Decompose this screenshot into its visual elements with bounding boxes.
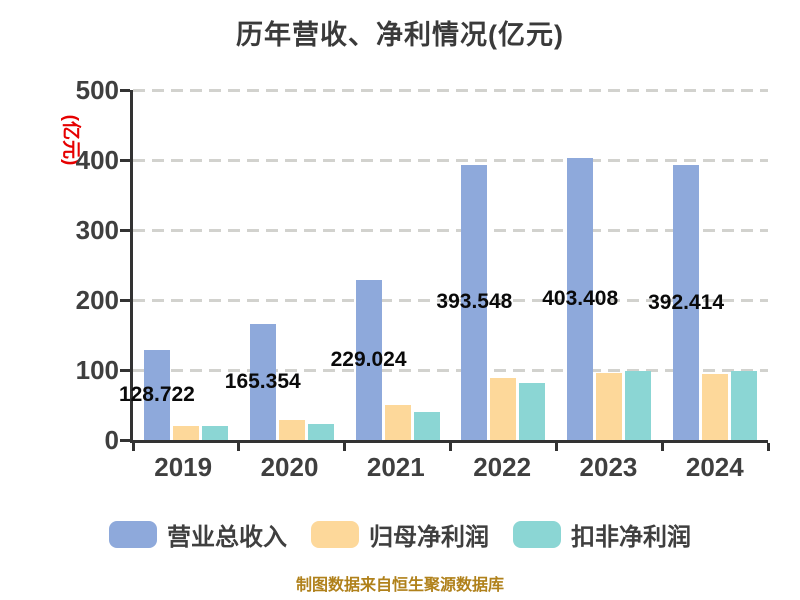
- bar-group-2019: 128.722: [119, 90, 239, 440]
- bar-series3-2023: [625, 371, 652, 440]
- bar-series1-2022: 393.548: [436, 164, 512, 440]
- gridline: [133, 228, 768, 232]
- bar-groups: 128.722 165.354 229.024 393.548 403.408 392.4…: [119, 90, 768, 440]
- legend: 营业总收入 归母净利润 扣非净利润: [0, 517, 800, 552]
- plot-area: 128.722 165.354 229.024 393.548 403.408 392.4…: [119, 88, 770, 451]
- y-tick-label: 300: [75, 215, 119, 245]
- x-tick-mark: [131, 443, 135, 451]
- legend-swatch: [311, 521, 359, 548]
- bar-series2-2020: [278, 420, 305, 440]
- x-tick-mark: [766, 443, 770, 451]
- bar-series3-2022: [519, 382, 546, 440]
- bar-series3-2020: [307, 423, 334, 440]
- bar-value-label: 393.548: [436, 290, 513, 314]
- y-tick-label: 400: [75, 145, 119, 175]
- bar-value-label: 128.722: [118, 382, 195, 406]
- x-tick-mark: [237, 443, 241, 451]
- bar-value-label: 392.414: [648, 290, 725, 314]
- chart-title: 历年营收、净利情况(亿元): [236, 20, 564, 50]
- x-axis-label-2020: 2020: [260, 452, 319, 482]
- y-tick-label: 200: [75, 285, 119, 315]
- bar-group-2022: 393.548: [436, 90, 556, 440]
- bar-value-label: 165.354: [224, 370, 301, 394]
- y-axis-labels: 0 100 200 300 400 500: [0, 76, 119, 454]
- x-axis-labels: 2019 2020 2021 2022 2023 2024: [130, 452, 768, 483]
- y-tick-mark: [120, 298, 130, 302]
- x-axis-label-2023: 2023: [579, 452, 638, 482]
- legend-item-3: 扣非净利润: [513, 517, 691, 552]
- legend-swatch: [513, 521, 561, 548]
- x-axis-label-2024: 2024: [685, 452, 744, 482]
- bar-series1-2023: 403.408: [542, 157, 618, 440]
- x-tick-mark: [660, 443, 664, 451]
- legend-label: 扣非净利润: [571, 524, 691, 551]
- bar-series2-2024: [702, 373, 729, 440]
- bar-series1-2019: 128.722: [119, 349, 195, 440]
- legend-item-1: 营业总收入: [109, 517, 287, 552]
- y-tick-mark: [120, 438, 130, 442]
- x-axis-label-2022: 2022: [473, 452, 532, 482]
- bar-series1-2021: 229.024: [331, 279, 407, 440]
- gridline: [133, 368, 768, 372]
- bar-series2-2021: [384, 405, 411, 440]
- y-tick-label: 500: [75, 75, 119, 105]
- bar-series3-2024: [731, 371, 758, 440]
- y-tick-label: 100: [75, 355, 119, 385]
- gridline: [133, 158, 768, 162]
- bar-series3-2019: [201, 426, 228, 440]
- bar-series2-2022: [490, 378, 517, 440]
- bar-value-label: 403.408: [542, 286, 619, 310]
- y-tick-mark: [120, 158, 130, 162]
- bar-series3-2021: [413, 412, 440, 440]
- bar-series2-2023: [596, 372, 623, 440]
- bar-group-2024: 392.414: [648, 90, 768, 440]
- y-tick-mark: [120, 368, 130, 372]
- bar-series1-2020: 165.354: [225, 324, 301, 440]
- y-tick-mark: [120, 228, 130, 232]
- x-tick-mark: [343, 443, 347, 451]
- bar-series2-2019: [172, 426, 199, 440]
- bar-series1-2024: 392.414: [648, 165, 724, 440]
- legend-label: 归母净利润: [369, 524, 489, 551]
- x-tick-mark: [449, 443, 452, 451]
- x-axis-label-2019: 2019: [154, 452, 213, 482]
- source-note: 制图数据来自恒生聚源数据库: [295, 577, 504, 594]
- x-tick-mark: [554, 443, 558, 451]
- bar-group-2021: 229.024: [331, 90, 451, 440]
- gridline: [133, 298, 768, 302]
- bar-value-label: 229.024: [330, 347, 407, 371]
- legend-swatch: [109, 521, 157, 548]
- y-tick-label: 0: [104, 425, 119, 455]
- legend-label: 营业总收入: [167, 524, 287, 551]
- legend-item-2: 归母净利润: [311, 517, 489, 552]
- bar-group-2023: 403.408: [542, 90, 662, 440]
- gridline: [133, 88, 768, 92]
- bar-group-2020: 165.354: [225, 90, 345, 440]
- y-tick-mark: [120, 88, 130, 92]
- x-axis-label-2021: 2021: [366, 452, 425, 482]
